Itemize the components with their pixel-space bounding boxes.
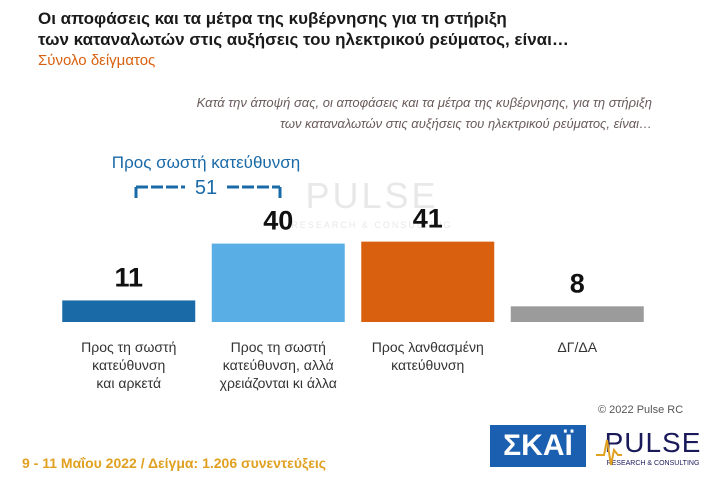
value-label: 41: [413, 204, 443, 234]
value-label: 8: [570, 268, 585, 298]
value-label: 40: [263, 206, 293, 236]
annotation-label: Προς σωστή κατεύθυνση: [112, 153, 300, 172]
bar: [510, 306, 644, 322]
logo-pulse-wave: [596, 439, 622, 466]
copyright: © 2022 Pulse RC: [598, 404, 684, 416]
annotation-value: 51: [195, 177, 217, 199]
chart-title: Οι αποφάσεις και τα μέτρα της κυβέρνησης…: [38, 9, 569, 49]
category-label: Προς τη σωστή κατεύθυνση και αρκετά: [81, 339, 177, 391]
footer-note: 9 - 11 Μαΐου 2022 / Δείγμα: 1.206 συνεντ…: [22, 455, 327, 471]
logo-pulse-tagline: RESEARCH & CONSULTING: [607, 460, 700, 467]
watermark: PULSE: [305, 175, 438, 216]
bar: [361, 241, 495, 322]
bar: [211, 243, 345, 322]
value-label: 11: [114, 262, 143, 292]
question-text: Κατά την άποψή σας, οι αποφάσεις και τα …: [196, 95, 652, 131]
watermark-tagline: RESEARCH & CONSULTING: [291, 220, 452, 230]
category-label: Προς τη σωστή κατεύθυνση, αλλά χρειάζοντ…: [219, 339, 337, 391]
category-label: ΔΓ/ΔΑ: [557, 339, 598, 355]
logo-pulse: PULSE: [605, 427, 702, 458]
logo-skai: ΣΚΑΪ: [503, 429, 573, 462]
chart-subtitle: Σύνολο δείγματος: [38, 52, 156, 69]
category-label: Προς λανθασμένη κατεύθυνση: [371, 339, 484, 373]
bar: [62, 300, 196, 322]
logo-box: [490, 425, 586, 467]
